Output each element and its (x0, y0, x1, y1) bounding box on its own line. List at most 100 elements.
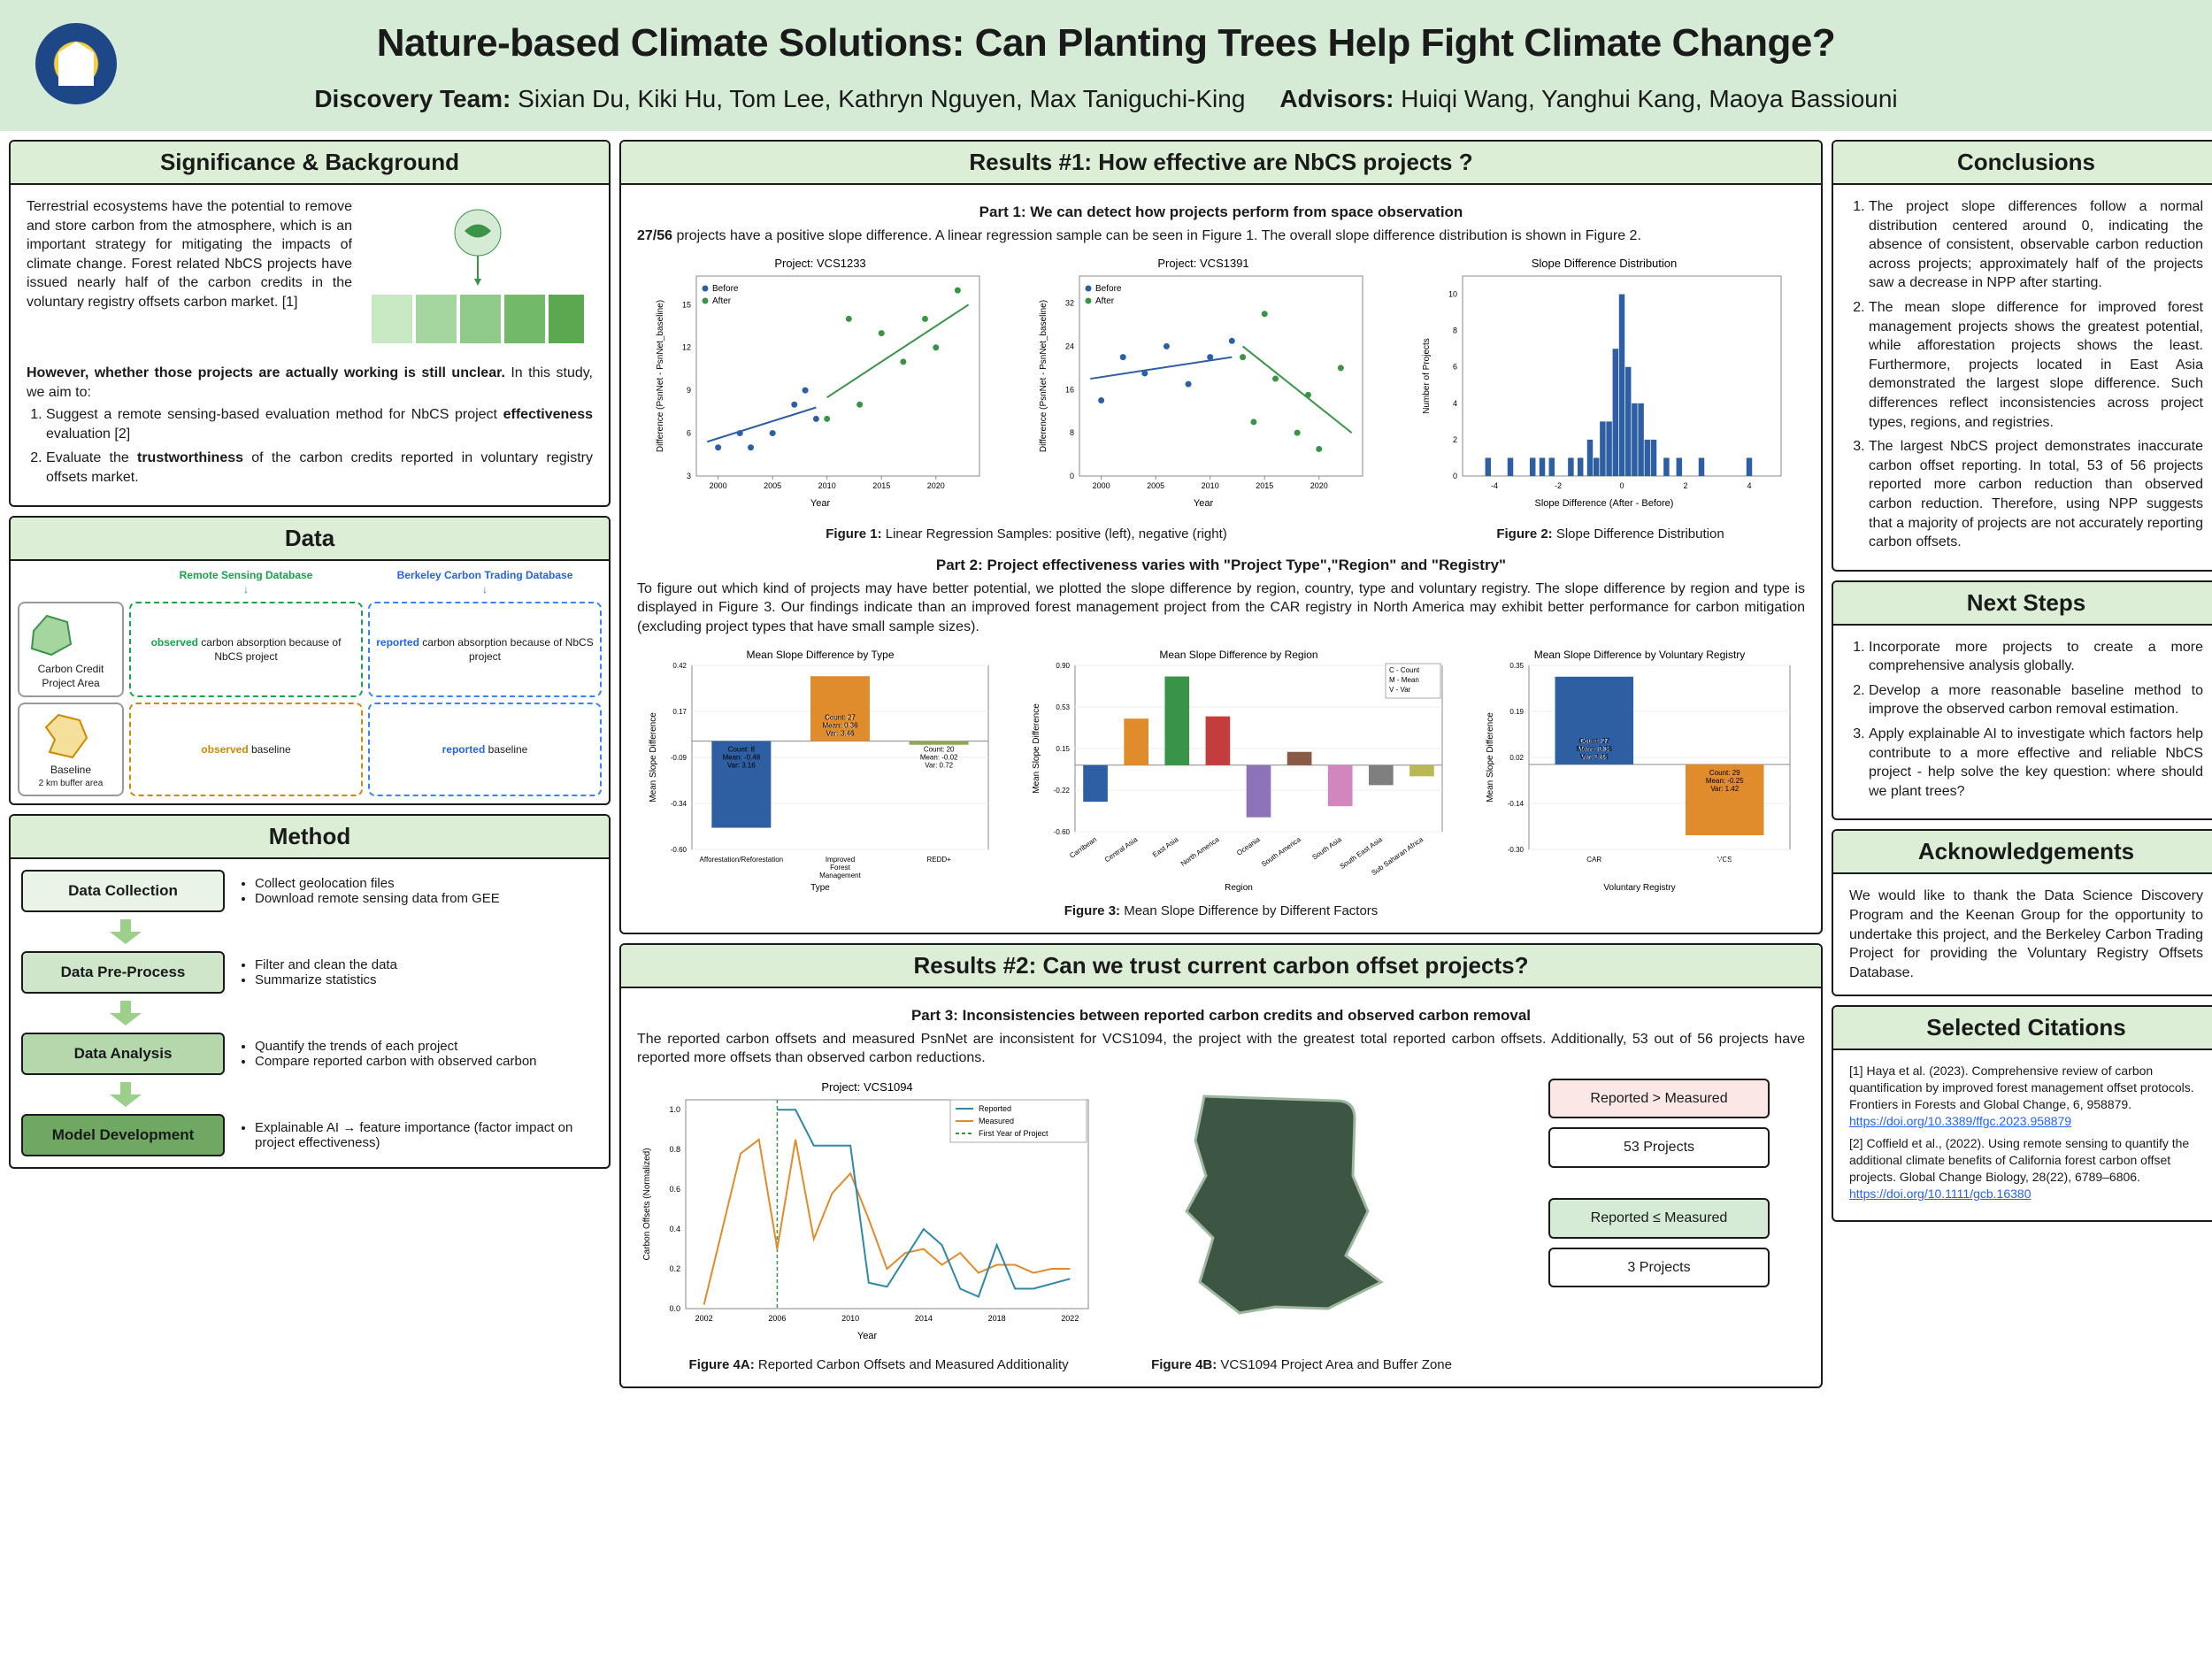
results1-box: Results #1: How effective are NbCS proje… (619, 140, 1823, 934)
significance-title: Significance & Background (11, 142, 609, 185)
method-step: Data Collection (21, 870, 225, 912)
svg-text:Mean: -0.02: Mean: -0.02 (919, 753, 957, 761)
citations-box: Selected Citations [1] Haya et al. (2023… (1832, 1005, 2212, 1221)
aim-1: Suggest a remote sensing-based evaluatio… (46, 405, 593, 443)
svg-text:Count: 20: Count: 20 (923, 745, 954, 753)
svg-text:REDD+: REDD+ (926, 856, 951, 864)
data-row2-label: Baseline2 km buffer area (18, 703, 124, 796)
results2-body: Part 3: Inconsistencies between reported… (621, 988, 1821, 1386)
svg-text:-0.30: -0.30 (1508, 846, 1525, 854)
citation-link[interactable]: https://doi.org/10.3389/ffgc.2023.958879 (1849, 1114, 2071, 1128)
svg-text:1.0: 1.0 (669, 1105, 680, 1114)
middle-column: Results #1: How effective are NbCS proje… (619, 140, 1823, 1388)
next-steps-title: Next Steps (1833, 582, 2212, 626)
next-steps-box: Next Steps Incorporate more projects to … (1832, 580, 2212, 821)
part3-text: The reported carbon offsets and measured… (637, 1030, 1805, 1068)
svg-text:0.0: 0.0 (669, 1304, 680, 1313)
citation-item: [1] Haya et al. (2023). Comprehensive re… (1849, 1063, 2203, 1130)
svg-text:Count: 8: Count: 8 (729, 833, 753, 840)
svg-text:Var: 3.46: Var: 3.46 (826, 729, 854, 737)
globe-infographic-icon (363, 197, 593, 357)
method-desc: Filter and clean the dataSummarize stati… (237, 957, 598, 987)
svg-text:Count: 8: Count: 8 (727, 745, 755, 753)
advisors-names: Huiqi Wang, Yanghui Kang, Maoya Bassioun… (1401, 85, 1897, 112)
results2-box: Results #2: Can we trust current carbon … (619, 943, 1823, 1388)
svg-text:Year: Year (810, 498, 831, 509)
fig3-caption: Figure 3: Mean Slope Difference by Diffe… (637, 902, 1805, 920)
svg-text:2005: 2005 (764, 481, 781, 490)
scatter-chart-1: Project: VCS1233YearDifference (PsnNet -… (652, 255, 988, 511)
svg-text:0.02: 0.02 (1510, 754, 1525, 762)
svg-text:Number of Projects: Number of Projects (1422, 338, 1432, 414)
bar-chart-type: Mean Slope Difference by TypeTypeMean Sl… (643, 646, 997, 894)
fig2-caption: Figure 2: Slope Difference Distribution (1416, 526, 1805, 543)
line-chart-vcs1094: Project: VCS1094 Year Carbon Offsets (Norm… (637, 1079, 1097, 1344)
histogram-chart: Slope Difference DistributionSlope Diffe… (1418, 255, 1790, 511)
svg-text:2010: 2010 (1202, 481, 1219, 490)
svg-text:Management: Management (819, 872, 861, 879)
citation-link[interactable]: https://doi.org/10.1111/gcb.16380 (1849, 1187, 2032, 1201)
data-box: Data Remote Sensing Database↓ Berkeley C… (9, 516, 611, 805)
svg-text:Project: VCS1094: Project: VCS1094 (821, 1080, 912, 1094)
svg-text:-4: -4 (1491, 481, 1498, 490)
svg-text:2006: 2006 (768, 1314, 786, 1323)
left-column: Significance & Background Terrestrial ec… (9, 140, 611, 1388)
team-label: Discovery Team: (314, 85, 511, 112)
svg-text:East Asia: East Asia (1151, 834, 1180, 858)
svg-text:-0.60: -0.60 (670, 846, 687, 854)
data-row1-label: Carbon Credit Project Area (18, 602, 124, 697)
method-title: Method (11, 816, 609, 859)
svg-text:Before: Before (1095, 284, 1122, 294)
svg-text:-0.22: -0.22 (1054, 787, 1071, 795)
fig4b-caption: Figure 4B: VCS1094 Project Area and Buff… (1120, 1356, 1483, 1374)
conclusions-box: Conclusions The project slope difference… (1832, 140, 2212, 572)
svg-text:-0.14: -0.14 (1508, 800, 1525, 808)
bar-chart-region: Mean Slope Difference by RegionRegionMea… (1026, 646, 1451, 894)
next-step-item: Develop a more reasonable baseline metho… (1869, 681, 2203, 719)
data-body: Remote Sensing Database↓ Berkeley Carbon… (11, 561, 609, 803)
svg-text:V - Var: V - Var (1389, 686, 1411, 694)
citations-body: [1] Haya et al. (2023). Comprehensive re… (1833, 1050, 2212, 1219)
svg-text:0.35: 0.35 (1510, 662, 1525, 670)
svg-text:6: 6 (687, 428, 691, 437)
svg-text:2020: 2020 (926, 481, 944, 490)
svg-text:Count: 29: Count: 29 (1711, 841, 1738, 848)
svg-text:Slope Difference (After - Befo: Slope Difference (After - Before) (1535, 498, 1674, 509)
fig4a-caption: Figure 4A: Reported Carbon Offsets and M… (637, 1356, 1120, 1374)
bar-chart-registry: Mean Slope Difference by Voluntary Regis… (1480, 646, 1799, 894)
advisors-label: Advisors: (1279, 85, 1394, 112)
fig1-caption: Figure 1: Linear Regression Samples: pos… (637, 526, 1416, 543)
data-title: Data (11, 518, 609, 561)
results2-title: Results #2: Can we trust current carbon … (621, 945, 1821, 988)
svg-text:0: 0 (1620, 481, 1624, 490)
svg-text:Difference (PsnNet - PsnNet_ba: Difference (PsnNet - PsnNet_baseline) (1039, 299, 1048, 451)
svg-text:Reported: Reported (979, 1104, 1011, 1113)
svg-text:Var: 3.16: Var: 3.16 (729, 849, 754, 856)
svg-text:Year: Year (857, 1331, 878, 1341)
reported-gt-measured-label: Reported > Measured (1548, 1079, 1770, 1119)
conclusion-item: The project slope differences follow a n… (1869, 197, 2203, 293)
svg-text:24: 24 (1065, 342, 1074, 350)
svg-text:Mean: -0.48: Mean: -0.48 (725, 841, 757, 848)
svg-text:Forest: Forest (830, 864, 850, 872)
svg-text:Oceania: Oceania (1235, 834, 1262, 856)
svg-text:0.2: 0.2 (669, 1264, 680, 1273)
svg-text:0.6: 0.6 (669, 1185, 680, 1194)
svg-text:C - Count: C - Count (1389, 666, 1420, 674)
svg-text:2000: 2000 (1093, 481, 1110, 490)
svg-text:2022: 2022 (1061, 1314, 1079, 1323)
svg-text:2000: 2000 (709, 481, 726, 490)
citation-item: [2] Coffield et al., (2022). Using remot… (1849, 1135, 2203, 1202)
svg-text:Var: 1.42: Var: 1.42 (1713, 857, 1738, 864)
svg-text:Carbon Offsets (Normalized): Carbon Offsets (Normalized) (642, 1148, 652, 1260)
svg-text:Central Asia: Central Asia (1103, 834, 1140, 863)
reported-le-measured-count: 3 Projects (1548, 1248, 1770, 1288)
svg-text:Type: Type (810, 883, 830, 893)
svg-text:South America: South America (1260, 834, 1302, 868)
data-c11: observed carbon absorption because of Nb… (129, 602, 363, 697)
svg-text:First Year of Project: First Year of Project (979, 1129, 1048, 1138)
arrow-down-icon (21, 1001, 598, 1025)
next-step-item: Apply explainable AI to investigate whic… (1869, 725, 2203, 801)
method-box: Method Data CollectionCollect geolocatio… (9, 814, 611, 1169)
svg-text:0.17: 0.17 (672, 708, 687, 716)
